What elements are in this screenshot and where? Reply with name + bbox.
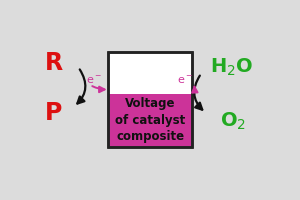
Text: P: P bbox=[45, 101, 62, 125]
Text: e$^-$: e$^-$ bbox=[177, 75, 193, 86]
Bar bbox=[108, 94, 192, 147]
Bar bbox=[108, 52, 192, 94]
Text: H$_2$O: H$_2$O bbox=[210, 56, 253, 78]
Bar bbox=[108, 52, 192, 147]
Text: e$^-$: e$^-$ bbox=[86, 75, 103, 86]
Text: R: R bbox=[45, 50, 63, 74]
Text: Voltage
of catalyst
composite: Voltage of catalyst composite bbox=[115, 97, 185, 143]
Text: O$_2$: O$_2$ bbox=[220, 110, 246, 132]
Bar bbox=[108, 52, 192, 147]
